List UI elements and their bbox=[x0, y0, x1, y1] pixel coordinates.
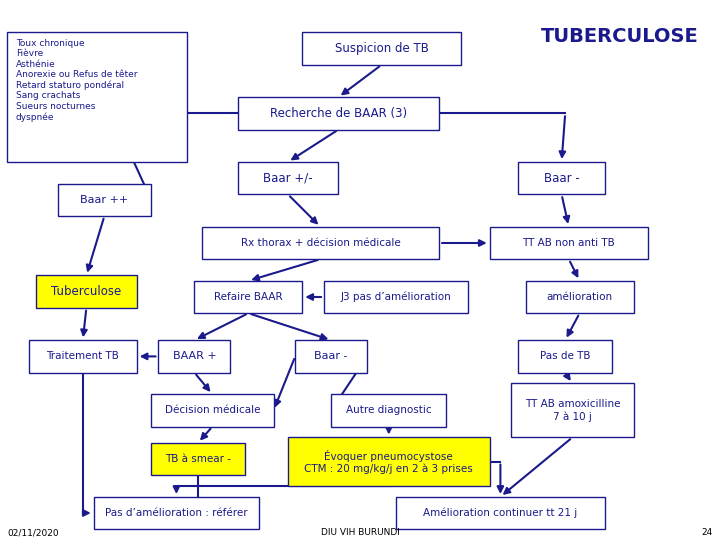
Text: 24: 24 bbox=[701, 528, 713, 537]
FancyBboxPatch shape bbox=[7, 32, 187, 162]
FancyBboxPatch shape bbox=[295, 340, 367, 373]
FancyBboxPatch shape bbox=[194, 281, 302, 313]
Text: J3 pas d’amélioration: J3 pas d’amélioration bbox=[341, 292, 451, 302]
FancyBboxPatch shape bbox=[526, 281, 634, 313]
Text: Baar ++: Baar ++ bbox=[80, 195, 129, 205]
Text: DIU VIH BURUNDI: DIU VIH BURUNDI bbox=[320, 528, 400, 537]
Text: Baar -: Baar - bbox=[544, 172, 580, 185]
FancyBboxPatch shape bbox=[331, 394, 446, 427]
Text: TT AB non anti TB: TT AB non anti TB bbox=[523, 238, 615, 248]
FancyBboxPatch shape bbox=[202, 227, 439, 259]
Text: TT AB amoxicilline
7 à 10 j: TT AB amoxicilline 7 à 10 j bbox=[525, 399, 620, 422]
FancyBboxPatch shape bbox=[158, 340, 230, 373]
Text: Autre diagnostic: Autre diagnostic bbox=[346, 406, 431, 415]
FancyBboxPatch shape bbox=[302, 32, 461, 65]
FancyBboxPatch shape bbox=[396, 497, 605, 529]
FancyBboxPatch shape bbox=[490, 227, 648, 259]
Text: Évoquer pneumocystose
CTM : 20 mg/kg/j en 2 à 3 prises: Évoquer pneumocystose CTM : 20 mg/kg/j e… bbox=[305, 450, 473, 474]
FancyBboxPatch shape bbox=[58, 184, 151, 216]
FancyBboxPatch shape bbox=[94, 497, 259, 529]
Text: 02/11/2020: 02/11/2020 bbox=[7, 528, 59, 537]
Text: Refaire BAAR: Refaire BAAR bbox=[214, 292, 283, 302]
Text: TUBERCULOSE: TUBERCULOSE bbox=[541, 27, 698, 46]
FancyBboxPatch shape bbox=[511, 383, 634, 437]
Text: Toux chronique
Fièvre
Asthénie
Anorexie ou Refus de têter
Retard staturo pondéra: Toux chronique Fièvre Asthénie Anorexie … bbox=[16, 39, 138, 122]
Text: Recherche de BAAR (3): Recherche de BAAR (3) bbox=[270, 107, 407, 120]
FancyBboxPatch shape bbox=[288, 437, 490, 486]
Text: Suspicion de TB: Suspicion de TB bbox=[335, 42, 428, 55]
FancyBboxPatch shape bbox=[518, 340, 612, 373]
Text: Décision médicale: Décision médicale bbox=[165, 406, 260, 415]
Text: Pas d’amélioration : référer: Pas d’amélioration : référer bbox=[105, 508, 248, 518]
Text: BAAR +: BAAR + bbox=[173, 352, 216, 361]
FancyBboxPatch shape bbox=[238, 162, 338, 194]
FancyBboxPatch shape bbox=[518, 162, 605, 194]
Text: TB à smear -: TB à smear - bbox=[165, 454, 231, 464]
Text: amélioration: amélioration bbox=[546, 292, 613, 302]
FancyBboxPatch shape bbox=[36, 275, 137, 308]
FancyBboxPatch shape bbox=[151, 394, 274, 427]
Text: Tuberculose: Tuberculose bbox=[51, 285, 122, 298]
Text: Traitement TB: Traitement TB bbox=[46, 352, 120, 361]
FancyBboxPatch shape bbox=[151, 443, 245, 475]
Text: Amélioration continuer tt 21 j: Amélioration continuer tt 21 j bbox=[423, 508, 577, 518]
FancyBboxPatch shape bbox=[238, 97, 439, 130]
Text: Baar +/-: Baar +/- bbox=[264, 172, 312, 185]
Text: Rx thorax + décision médicale: Rx thorax + décision médicale bbox=[240, 238, 400, 248]
Text: Pas de TB: Pas de TB bbox=[540, 352, 590, 361]
Text: Baar -: Baar - bbox=[315, 352, 348, 361]
FancyBboxPatch shape bbox=[324, 281, 468, 313]
FancyBboxPatch shape bbox=[29, 340, 137, 373]
